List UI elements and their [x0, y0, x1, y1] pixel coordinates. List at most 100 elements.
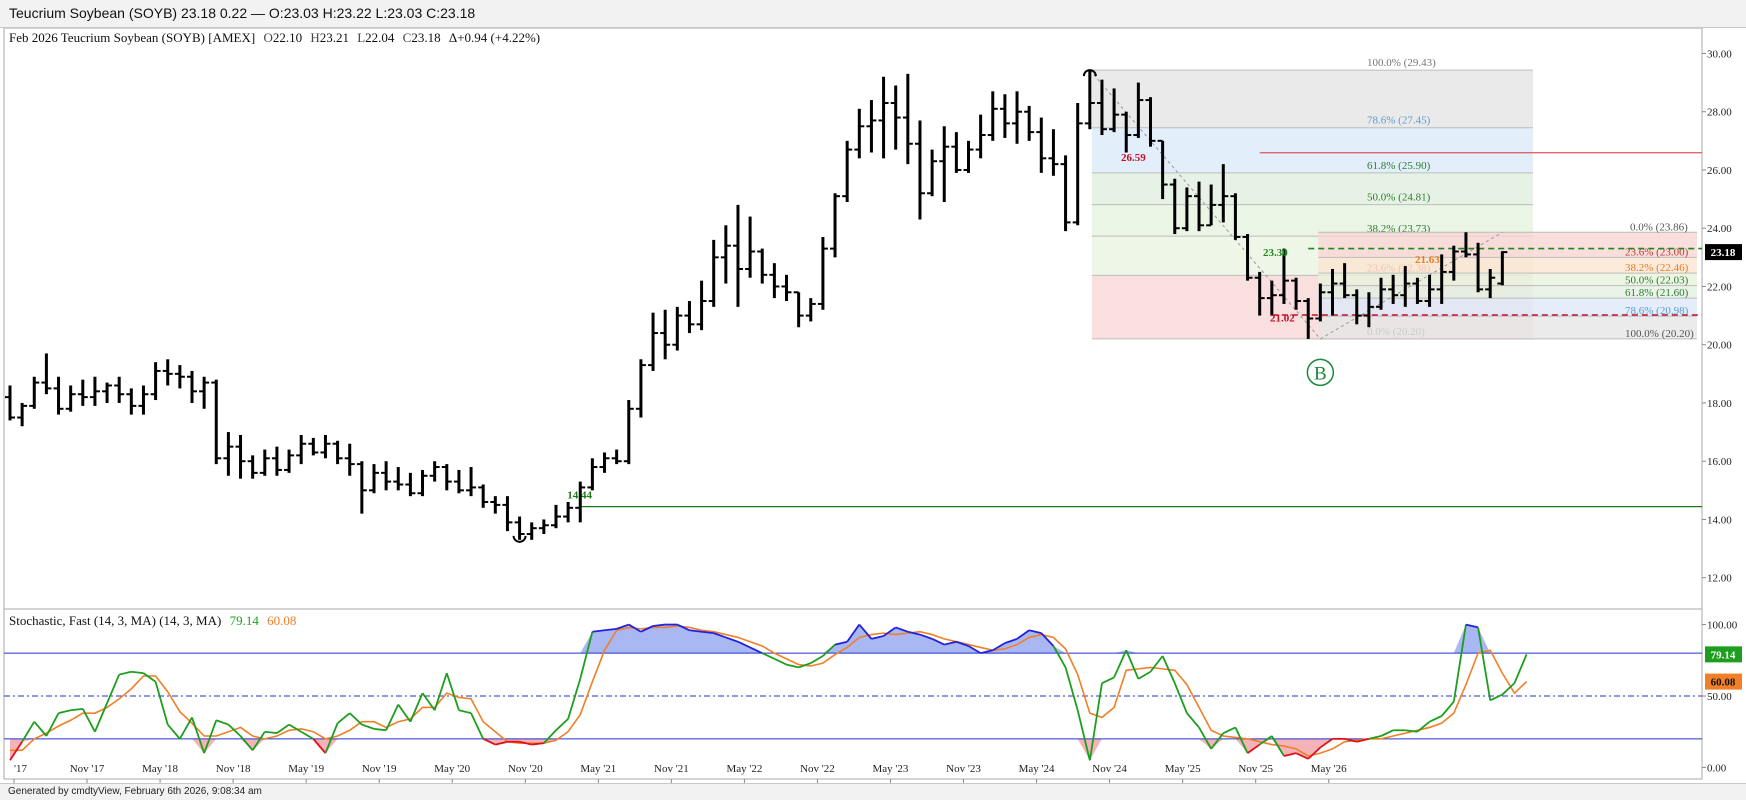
ohlc-bar	[963, 140, 974, 173]
fib-retracement-small: 0.0% (23.86)23.6% (23.00)38.2% (22.46)50…	[1259, 152, 1702, 340]
stoch-levels	[4, 652, 1702, 740]
price-y-axis: 12.00 14.00 16.00 18.00 20.00 22.00 24.00 26.00…	[1702, 48, 1732, 585]
ohlc-bar	[951, 132, 962, 173]
stoch-k-segment	[1356, 737, 1370, 743]
ohlc-bar	[1254, 271, 1265, 316]
stoch-k-segment	[725, 636, 739, 643]
ohlc-bar	[769, 263, 780, 299]
ohlc-bar	[1412, 277, 1423, 304]
ohlc-bar	[284, 449, 295, 473]
ohlc-bar	[453, 469, 464, 494]
stoch-k-segment	[773, 658, 787, 666]
stoch-k-segment	[1513, 654, 1528, 684]
ohlc-bar	[1194, 181, 1205, 232]
stoch-k-segment	[385, 704, 400, 731]
ohlc-bar	[914, 120, 925, 220]
ohlc-bar	[356, 461, 367, 514]
stoch-k-segment	[701, 630, 714, 635]
high-value: 23.21	[320, 30, 349, 45]
stoch-k-segment	[616, 623, 630, 630]
stoch-k-segment	[531, 742, 544, 746]
price-tick-label: 26.00	[1707, 165, 1732, 177]
stoch-k-segment	[1137, 670, 1151, 680]
time-x-axis: '17 Nov '17 May '18 Nov '18 May '19 Nov '19 Ma…	[13, 763, 1347, 783]
stoch-d-tag-value: 60.08	[1711, 677, 1736, 689]
stoch-k-segment	[640, 625, 654, 633]
ohlc-bar	[1363, 292, 1374, 328]
x-tick-label: May '21	[580, 763, 616, 775]
ohlc-bar	[732, 204, 743, 307]
x-tick-label: Nov '17	[70, 763, 105, 775]
stoch-k-segment	[154, 681, 169, 725]
stoch-k-segment	[1271, 735, 1285, 757]
fib-zone	[1091, 204, 1533, 237]
chart-canvas[interactable]: 12.00 14.00 16.00 18.00 20.00 22.00 24.00 26.00…	[0, 28, 1746, 783]
ohlc-bar	[927, 149, 938, 197]
ohlc-bar	[1060, 155, 1071, 232]
ohlc-bar	[575, 481, 586, 523]
stoch-k-segment	[337, 712, 351, 724]
stoch-k-segment	[883, 626, 897, 637]
stoch-k-segment	[251, 731, 266, 751]
ohlc-bar	[1485, 268, 1496, 299]
stoch-k-segment	[1004, 638, 1018, 644]
ohlc-bar	[1109, 88, 1120, 133]
ohlc-bar	[745, 216, 756, 278]
stoch-k-segment	[1283, 752, 1297, 757]
ohlc-bar	[1145, 97, 1156, 147]
x-tick-label: May '18	[142, 763, 178, 775]
ohlc-bar	[441, 464, 452, 491]
ohlc-bar	[550, 504, 561, 529]
fib-level-label: 50.0% (24.81)	[1367, 192, 1431, 204]
ohlc-bar	[587, 458, 598, 491]
ohlc-bar	[150, 362, 161, 401]
ohlc-bar	[805, 298, 816, 322]
ohlc-bar	[781, 274, 792, 302]
stoch-k-segment	[1319, 738, 1334, 749]
ohlc-bar	[466, 467, 477, 497]
x-tick-label: Nov '22	[800, 763, 835, 775]
ohlc-bar	[1169, 178, 1180, 235]
ohlc-bar	[1266, 280, 1277, 316]
stoch-k-segment	[846, 624, 861, 643]
stoch-k-segment	[1186, 712, 1200, 729]
stoch-k-segment	[798, 662, 812, 669]
x-tick-label: Nov '23	[946, 763, 981, 775]
stoch-k-segment	[276, 723, 290, 734]
ohlc-bar	[405, 472, 416, 497]
stoch-k-segment	[1440, 701, 1455, 717]
ohlc-bar	[672, 306, 683, 351]
ohlc-bar	[514, 516, 525, 540]
ohlc-bar	[417, 469, 428, 497]
ohlc-bar	[174, 365, 185, 389]
stoch-k-segment	[239, 735, 254, 751]
ohlc-bar	[1315, 283, 1326, 322]
price-annotation-label: 26.59	[1121, 152, 1146, 164]
fib-small-zone	[1318, 285, 1697, 299]
stoch-k-segment	[519, 740, 532, 746]
fib-small-zone	[1318, 298, 1697, 317]
stoch-k-segment	[604, 627, 617, 632]
fib-level-label: 78.6% (27.45)	[1367, 115, 1431, 127]
stoch-k-segment	[421, 692, 436, 711]
ohlc-bar	[381, 461, 392, 491]
stoch-tick-label: 50.00	[1707, 691, 1732, 703]
stoch-k-segment	[895, 626, 909, 633]
ohlc-bar	[538, 519, 549, 535]
ohlc-bar	[648, 312, 659, 371]
price-annotations: 26.59 23.30 21.02 21.63 B	[1121, 152, 1440, 387]
stoch-k-segment	[9, 741, 23, 761]
fib-small-trend-line	[1320, 231, 1503, 340]
stoch-k-segment	[858, 623, 873, 640]
ohlc-bar	[1303, 298, 1314, 339]
fib-small-level-label: 78.6% (20.98)	[1625, 305, 1689, 317]
fib-zone	[1091, 172, 1533, 205]
ohlc-bar	[1351, 289, 1362, 325]
fib-small-zone	[1318, 257, 1697, 274]
ohlc-bar	[368, 464, 379, 494]
stoch-k-segment	[1452, 624, 1467, 702]
stoch-k-segment	[931, 638, 945, 646]
stoch-k-segment	[70, 707, 83, 712]
stoch-k-segment	[1198, 726, 1212, 750]
ohlc-bar	[1291, 277, 1302, 310]
